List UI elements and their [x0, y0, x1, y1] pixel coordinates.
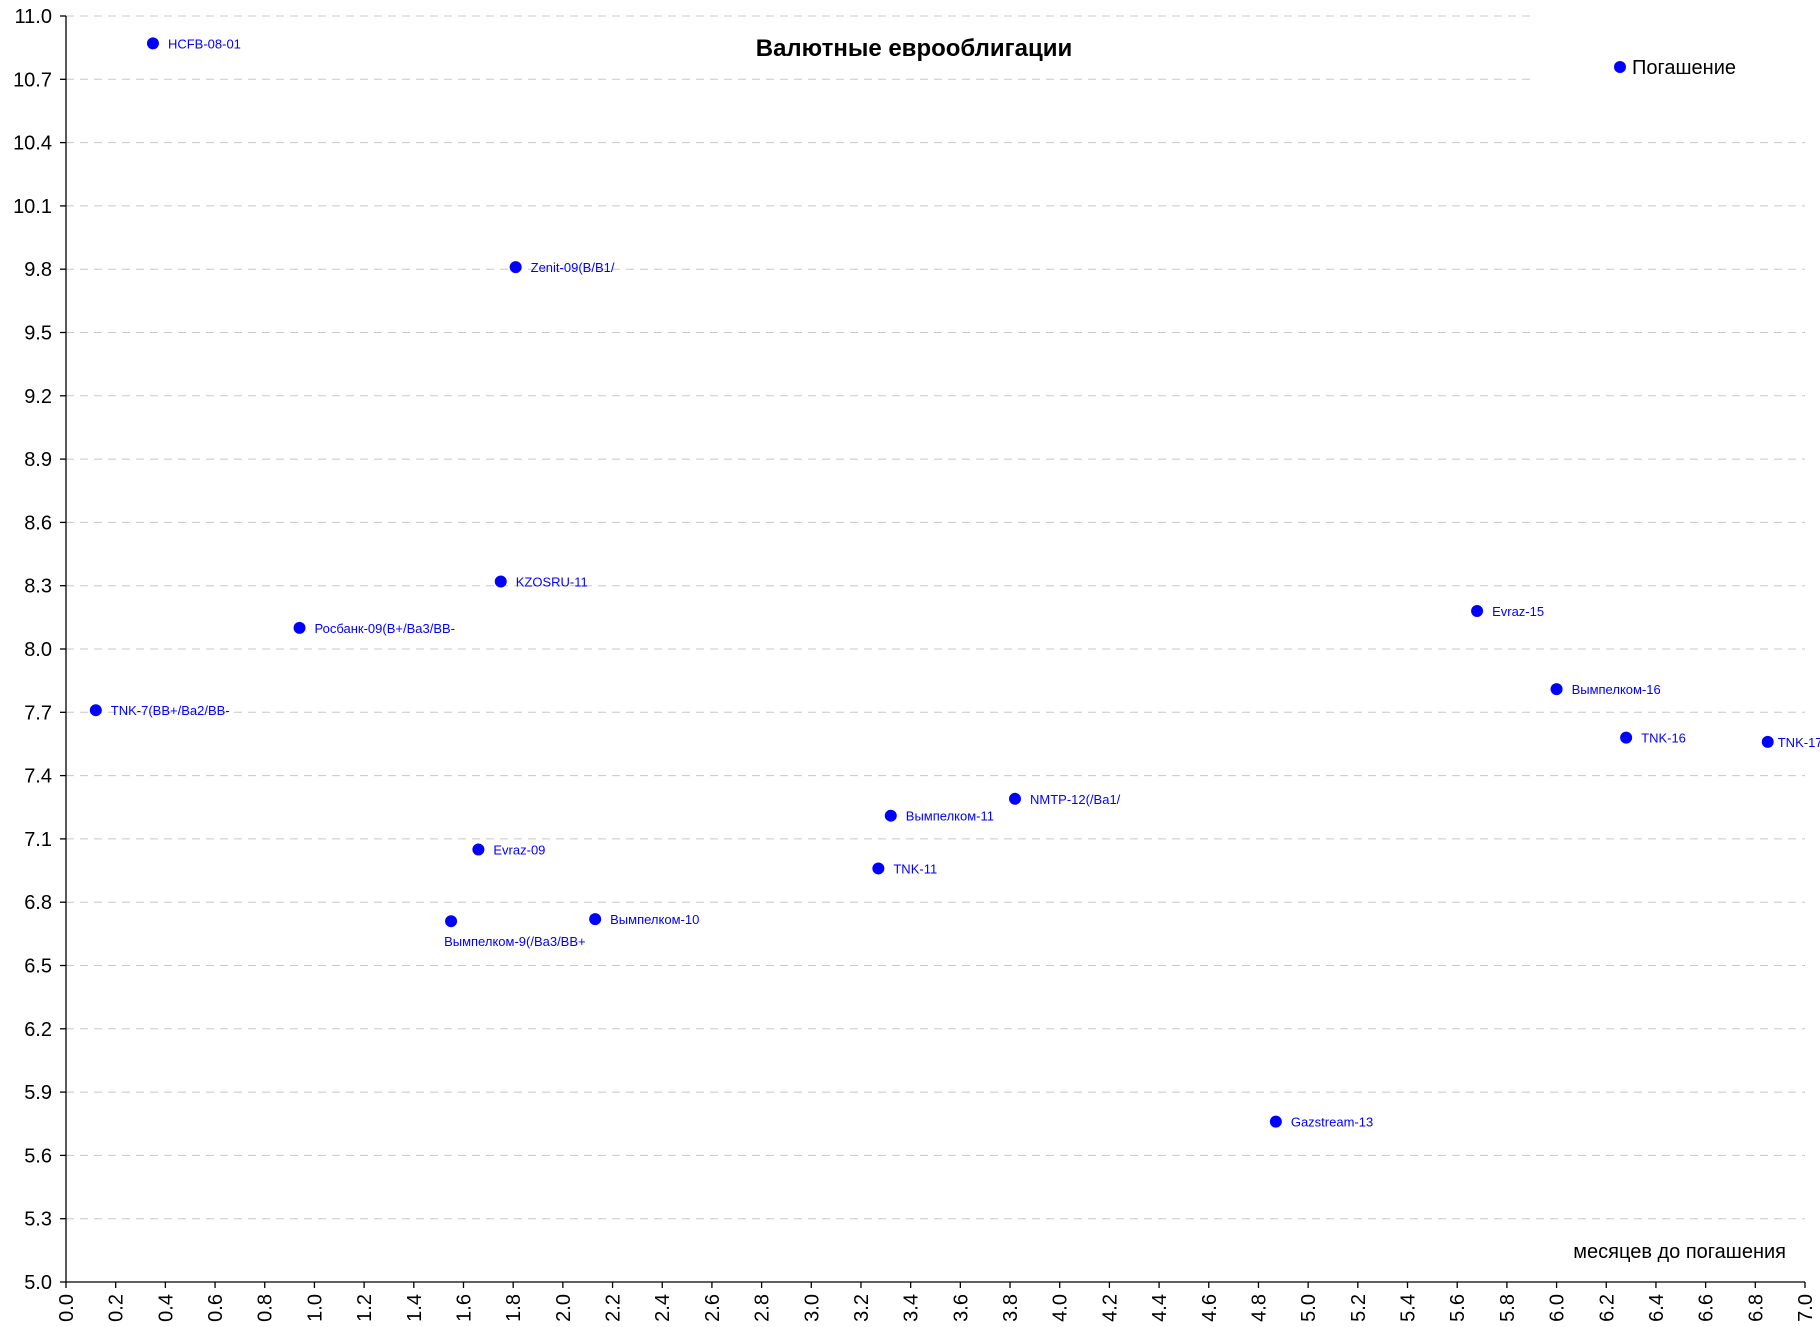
data-points: HCFB-08-01 Zenit-09(B/B1/KZOSRU-11 Росбанк…	[89, 36, 1820, 1130]
x-tick-label: 2.2	[603, 1294, 625, 1322]
x-tick-label: 2.4	[652, 1294, 674, 1322]
y-tick-label: 9.5	[24, 323, 52, 345]
y-tick-label: 8.0	[24, 639, 52, 661]
x-tick-label: 1.8	[503, 1294, 525, 1322]
x-tick-label: 4.6	[1199, 1294, 1221, 1322]
x-tick-label: 6.8	[1745, 1294, 1767, 1322]
point-label: TNK-11	[893, 861, 937, 876]
data-point	[589, 913, 602, 926]
x-tick-label: 5.6	[1447, 1294, 1469, 1322]
point-label: Вымпелком-16	[1572, 682, 1661, 697]
x-tick-label: 4.4	[1149, 1294, 1171, 1322]
x-tick-label: 2.6	[702, 1294, 724, 1322]
x-tick-label: 6.0	[1547, 1294, 1569, 1322]
point-label: NMTP-12(/Ba1/	[1030, 792, 1121, 807]
point-label: Вымпелком-10	[610, 912, 699, 927]
data-point	[509, 261, 522, 274]
y-tick-label: 7.4	[24, 766, 52, 788]
x-tick-label: 3.2	[851, 1294, 873, 1322]
point-label: HCFB-08-01	[168, 36, 241, 51]
x-tick-label: 2.0	[553, 1294, 575, 1322]
point-label: Evraz-15	[1492, 604, 1544, 619]
data-point	[1761, 735, 1774, 748]
x-tick-label: 3.4	[901, 1294, 923, 1322]
data-point	[445, 915, 458, 928]
data-point	[494, 575, 507, 588]
y-tick-label: 10.1	[13, 196, 52, 218]
data-point	[146, 37, 159, 50]
x-tick-label: 5.0	[1298, 1294, 1320, 1322]
y-tick-label: 6.8	[24, 892, 52, 914]
x-tick-label: 1.2	[354, 1294, 376, 1322]
y-tick-label: 11.0	[15, 6, 52, 28]
y-tick-label: 8.6	[24, 512, 52, 534]
x-tick-label: 2.8	[752, 1294, 774, 1322]
y-tick-label: 10.7	[13, 69, 52, 91]
y-tick-label: 8.9	[24, 449, 52, 471]
x-tick-label: 4.8	[1248, 1294, 1270, 1322]
data-point	[1550, 683, 1563, 696]
point-label: Вымпелком-11	[906, 809, 994, 824]
point-label: TNK-16	[1641, 731, 1686, 746]
x-tick-label: 6.6	[1696, 1294, 1718, 1322]
point-label: KZOSRU-11	[516, 574, 588, 589]
point-label: Gazstream-13	[1291, 1115, 1373, 1130]
point-label: Росбанк-09(B+/Ba3/BB-	[315, 621, 455, 636]
x-tick-label: 5.8	[1497, 1294, 1519, 1322]
x-tick-label: 4.2	[1099, 1294, 1121, 1322]
data-point	[89, 704, 102, 717]
x-tick-label: 3.8	[1000, 1294, 1022, 1322]
chart-title: Валютные еврооблигации	[756, 35, 1073, 62]
data-point	[1008, 792, 1021, 805]
x-tick-label: 1.4	[404, 1294, 426, 1322]
y-tick-label: 9.2	[24, 386, 52, 408]
x-axis-title: месяцев до погашения	[1573, 1241, 1786, 1263]
point-label: Вымпелком-9(/Ba3/BB+	[444, 934, 586, 949]
x-tick-label: 0.0	[56, 1294, 78, 1322]
data-point	[472, 843, 485, 856]
legend-label: Погашение	[1632, 57, 1736, 79]
y-tick-label: 6.2	[24, 1019, 52, 1041]
x-tick-label: 0.8	[255, 1294, 277, 1322]
y-tick-label: 9.8	[24, 259, 52, 281]
data-point	[884, 809, 897, 822]
point-label: Zenit-09(B/B1/	[531, 260, 615, 275]
x-tick-label: 0.4	[155, 1294, 177, 1322]
tick-labels: 5.0 5.3 5.6 5.9 6.2 6.5 6.8 7.1 7.4 7.7 8.0 8.3 8.6 8…	[13, 6, 1817, 1322]
point-label: TNK-7(BB+/Ba2/BB-	[111, 703, 230, 718]
x-tick-label: 6.2	[1596, 1294, 1618, 1322]
y-tick-label: 6.5	[24, 956, 52, 978]
x-tick-label: 3.6	[950, 1294, 972, 1322]
data-point	[872, 862, 885, 875]
gridlines	[66, 15, 1805, 1220]
x-tick-label: 3.0	[801, 1294, 823, 1322]
x-tick-label: 4.0	[1050, 1294, 1072, 1322]
x-tick-label: 5.2	[1348, 1294, 1370, 1322]
data-point	[1620, 731, 1633, 744]
x-tick-label: 1.0	[304, 1294, 326, 1322]
y-tick-label: 5.6	[24, 1145, 52, 1167]
x-tick-label: 1.6	[453, 1294, 475, 1322]
x-tick-label: 0.2	[106, 1294, 128, 1322]
y-tick-label: 5.3	[24, 1209, 52, 1231]
data-point	[1471, 605, 1484, 618]
x-tick-label: 5.4	[1398, 1294, 1420, 1322]
legend-marker	[1614, 61, 1626, 73]
legend: Погашение	[1614, 57, 1736, 79]
y-tick-label: 7.7	[24, 702, 52, 724]
x-tick-label: 7.0	[1795, 1294, 1817, 1322]
x-tick-label: 6.4	[1646, 1294, 1668, 1322]
x-tick-label: 0.6	[205, 1294, 227, 1322]
data-point	[1269, 1115, 1282, 1128]
y-tick-label: 8.3	[24, 576, 52, 598]
y-tick-label: 10.4	[13, 133, 52, 155]
axes	[60, 15, 1806, 1288]
point-label: Evraz-09	[493, 842, 545, 857]
y-tick-label: 7.1	[24, 829, 52, 851]
data-point	[293, 621, 306, 634]
y-tick-label: 5.9	[24, 1082, 52, 1104]
y-tick-label: 5.0	[24, 1272, 52, 1294]
point-label: TNK-17	[1778, 735, 1820, 750]
